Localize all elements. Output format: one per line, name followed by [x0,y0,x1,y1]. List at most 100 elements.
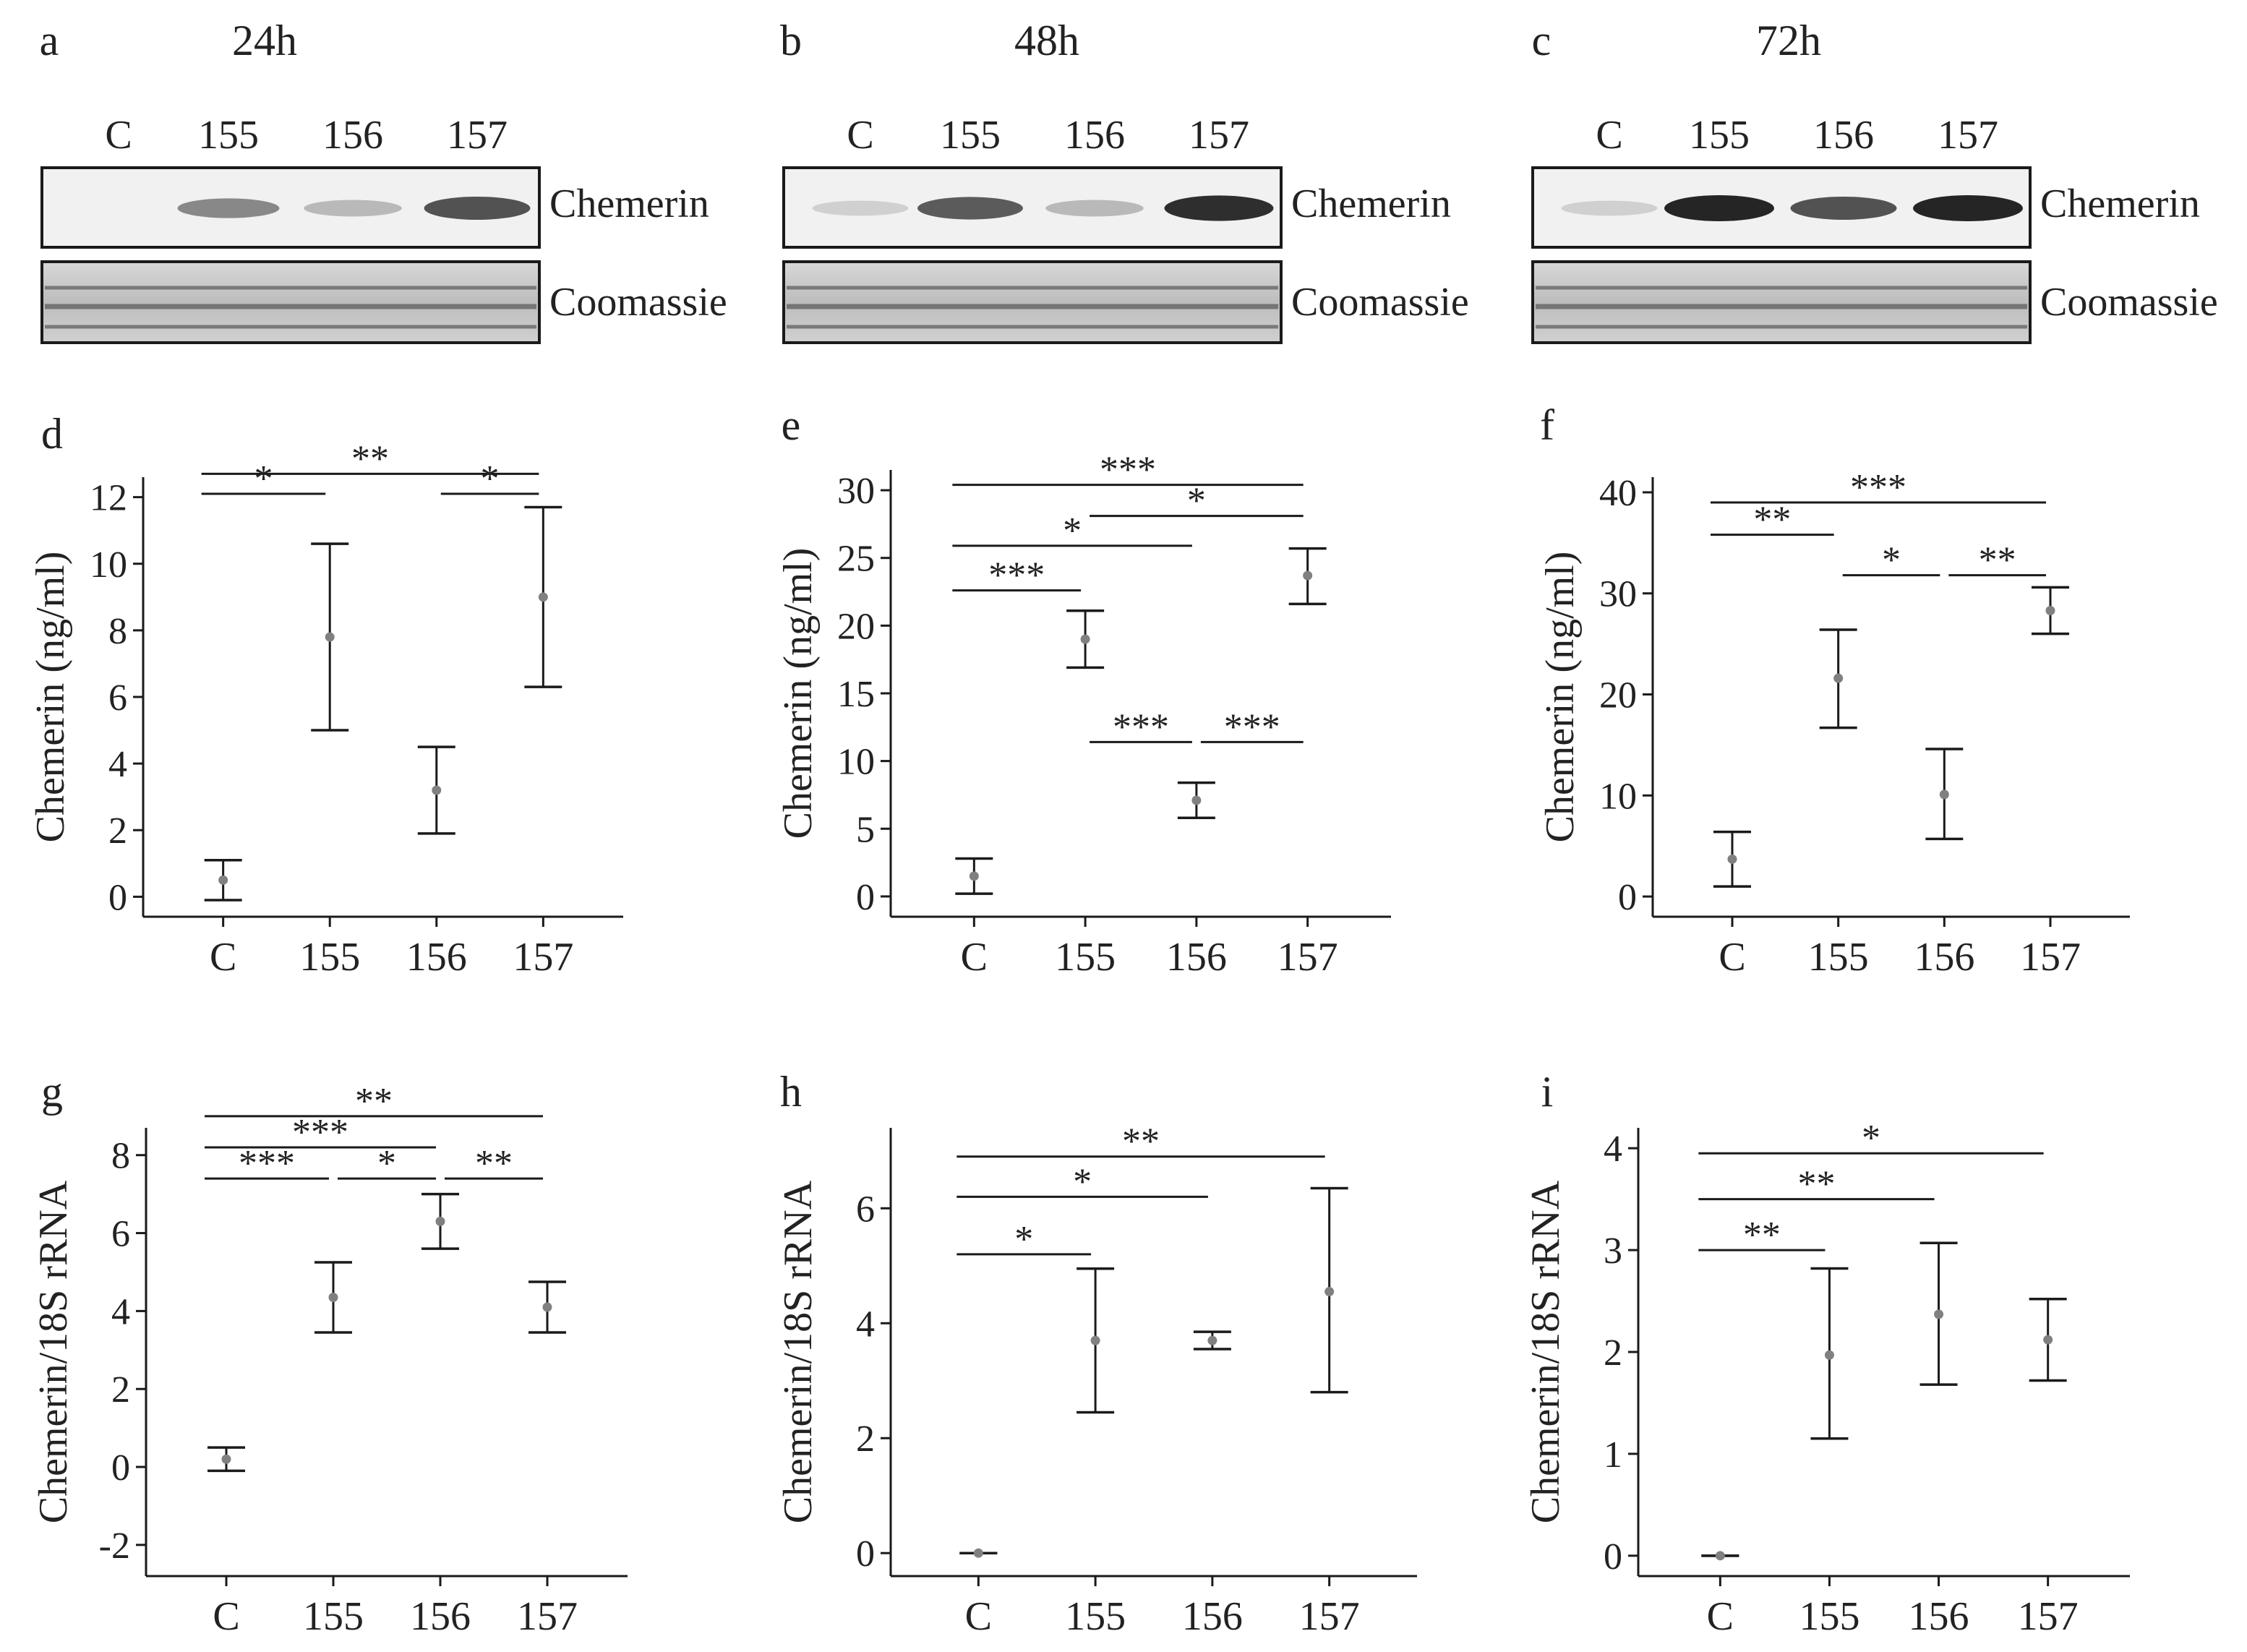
y-tick-label: 2 [108,810,127,852]
y-tick-label: 25 [837,539,875,580]
y-axis-label: Chemerin (ng/ml) [776,548,821,839]
band-label-coomassie: Coomassie [549,280,727,325]
y-tick-label: 10 [1599,776,1637,817]
x-tick-label: 155 [1055,935,1116,980]
significance-label: * [1014,1219,1033,1260]
data-point [218,875,228,885]
y-tick-label: 1 [1604,1434,1622,1476]
significance-label: *** [239,1143,295,1184]
significance-label: ** [475,1143,513,1184]
significance-label: ** [1797,1164,1835,1205]
panel-letter: f [1540,401,1554,449]
significance-label: * [1073,1161,1092,1202]
panel-letter: g [41,1068,63,1116]
coomassie-blot [1531,260,2032,344]
y-tick-label: 6 [856,1189,875,1230]
y-tick-label: 0 [1618,877,1637,918]
x-tick-label: 155 [1065,1594,1126,1639]
significance-label: ** [351,438,389,479]
lane-label: C [847,113,873,158]
band-label-chemerin: Chemerin [549,181,709,226]
data-point [2045,605,2055,615]
band-label-coomassie: Coomassie [1291,280,1469,325]
panel-letter: c [1532,17,1552,64]
data-point [538,592,548,602]
data-point [435,1216,445,1226]
chemerin-band [917,197,1023,220]
panel-letter: e [782,401,801,449]
significance-label: * [1862,1118,1880,1159]
x-tick-label: C [213,1594,239,1639]
panel-letter: h [780,1068,802,1116]
y-tick-label: 0 [856,1533,875,1575]
y-tick-label: 10 [837,742,875,783]
x-tick-label: 156 [406,935,467,980]
y-tick-label: 6 [108,677,127,719]
lane-label: 157 [447,113,508,158]
panel-letter: i [1541,1068,1554,1116]
y-axis-label: Chemerin/18S rRNA [31,1180,76,1523]
chemerin-band [1045,200,1144,217]
x-tick-label: 156 [1914,935,1974,980]
x-tick-label: 156 [1909,1594,1969,1639]
significance-label: *** [1850,467,1906,508]
y-axis-label: Chemerin (ng/ml) [28,552,73,843]
y-tick-label: 0 [111,1447,130,1489]
lane-label: 156 [1813,113,1874,158]
band-label-coomassie: Coomassie [2040,280,2218,325]
y-tick-label: 4 [1604,1129,1622,1170]
y-tick-label: 2 [1604,1332,1622,1374]
y-tick-label: 30 [1599,574,1637,615]
y-tick-label: 0 [108,877,127,918]
x-tick-label: C [1707,1594,1734,1639]
significance-label: * [377,1143,396,1184]
y-tick-label: 15 [837,674,875,715]
timepoint-label: 48h [1014,17,1079,64]
data-point [1833,673,1844,683]
significance-label: ** [1743,1215,1781,1256]
x-tick-label: 156 [1182,1594,1243,1639]
data-point [2043,1335,2053,1345]
data-point [432,785,442,795]
chemerin-band [1561,200,1658,216]
chemerin-band [424,197,531,220]
x-tick-label: C [965,1594,992,1639]
data-point [1934,1309,1944,1319]
data-point [1824,1350,1834,1360]
coomassie-blot [782,260,1283,344]
data-point [1303,570,1313,581]
y-tick-label: 40 [1599,473,1637,514]
data-point [221,1454,231,1464]
significance-label: * [1187,481,1206,522]
y-tick-label: 0 [856,877,875,918]
significance-label: *** [1224,706,1280,748]
significance-label: ** [1122,1121,1160,1163]
x-tick-label: 155 [299,935,360,980]
timepoint-label: 72h [1756,17,1821,64]
y-axis-label: Chemerin/18S rRNA [776,1180,821,1523]
significance-label: * [481,458,500,500]
data-point [1939,789,1949,800]
y-tick-label: 6 [111,1214,130,1255]
chemerin-band [304,200,402,217]
data-point [325,632,335,642]
chemerin-band [1790,197,1897,220]
x-tick-label: 157 [1277,935,1338,980]
y-tick-label: 3 [1604,1231,1622,1272]
lane-label: 155 [1689,113,1750,158]
panel-letter: b [780,17,802,64]
data-point [1191,795,1202,805]
blot-panel-a: a 24h C 155 156 157 Chemerin Coomassie [40,17,727,344]
data-point [328,1293,338,1303]
data-point [1080,634,1090,644]
significance-label: * [1882,540,1901,581]
lane-label: 155 [940,113,1001,158]
x-tick-label: 157 [513,935,573,980]
x-tick-label: C [961,935,988,980]
data-point [542,1302,552,1312]
y-tick-label: 30 [837,471,875,512]
significance-label: ** [355,1081,393,1122]
data-point [1727,854,1737,864]
